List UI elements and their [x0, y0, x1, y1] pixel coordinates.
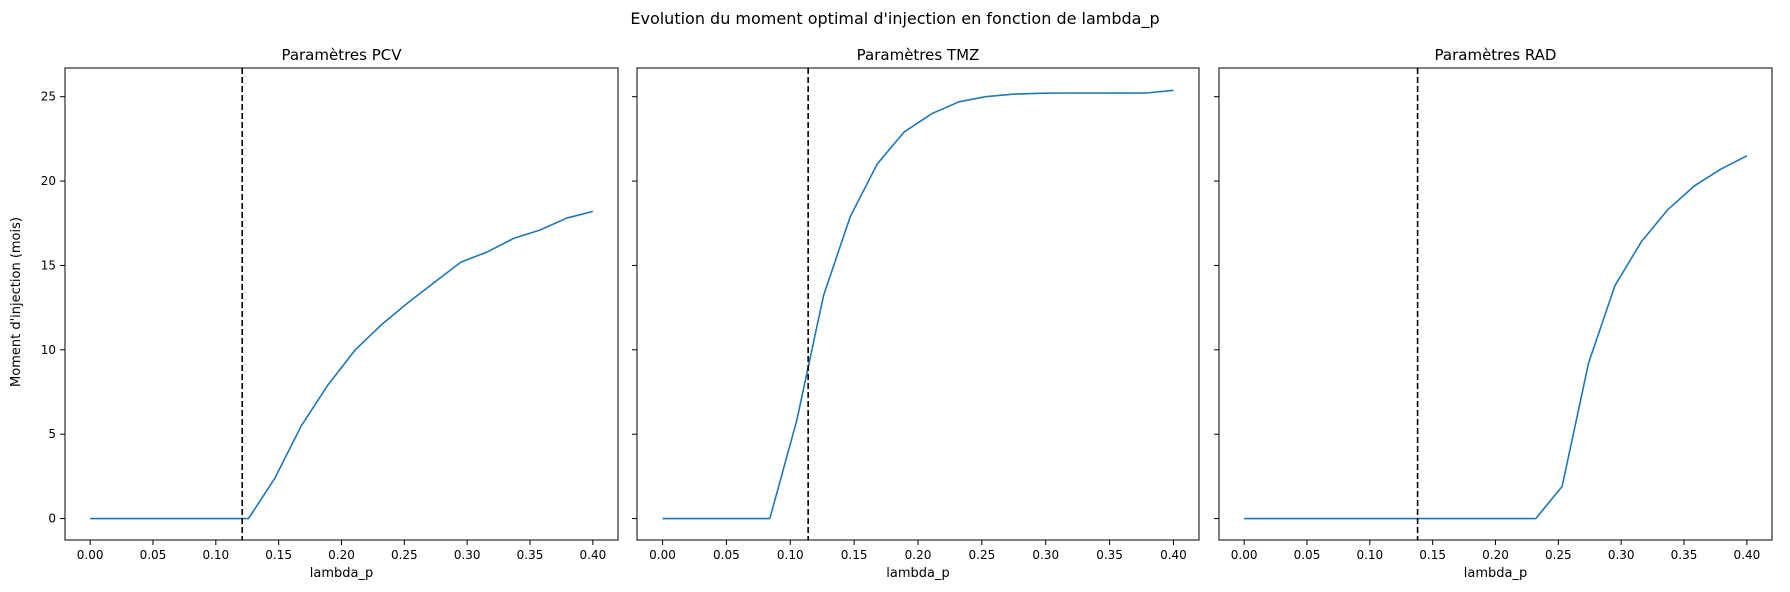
subplot-2: Paramètres TMZ 0.00 0.05 0.10 0.15 0.20 0.25 0.…: [632, 46, 1200, 581]
x-tick-label: 0.35: [1671, 548, 1698, 562]
x-tick-label: 0.15: [265, 548, 292, 562]
subplot-3: Paramètres RAD 0.00 0.05 0.10 0.15 0.20 0.25 0.…: [1214, 46, 1773, 581]
x-tick-label: 0.10: [202, 548, 229, 562]
x-tick-label: 0.40: [1734, 548, 1761, 562]
axes-frame: [636, 67, 1200, 541]
x-axis-label: lambda_p: [1464, 566, 1527, 581]
x-tick-label: 0.25: [1545, 548, 1572, 562]
x-tick-label: 0.30: [1608, 548, 1635, 562]
x-tick-label: 0.00: [1231, 548, 1258, 562]
subplots: Paramètres PCV 0.00 0.05 0.10 0.15 0.20 0.25 0.…: [41, 46, 1773, 581]
x-tick-label: 0.05: [713, 548, 740, 562]
x-tick-label: 0.20: [328, 548, 355, 562]
series-line: [90, 210, 594, 520]
y-tick-label: 20: [41, 174, 56, 188]
x-tick-label: 0.35: [1096, 548, 1123, 562]
y-tick-label: 25: [41, 90, 56, 104]
y-tick-label: 5: [48, 427, 56, 441]
subplot-title: Paramètres PCV: [281, 46, 402, 64]
x-tick-label: 0.20: [1482, 548, 1509, 562]
x-tick-label: 0.25: [969, 548, 996, 562]
x-tick-label: 0.10: [1356, 548, 1383, 562]
x-tick-label: 0.25: [391, 548, 418, 562]
x-tick-label: 0.40: [1160, 548, 1187, 562]
series-line: [662, 89, 1174, 520]
x-tick-label: 0.35: [517, 548, 544, 562]
y-tick-label: 0: [48, 512, 56, 526]
subplot-1: Paramètres PCV 0.00 0.05 0.10 0.15 0.20 0.25 0.…: [41, 46, 619, 581]
x-tick-label: 0.30: [454, 548, 481, 562]
x-axis-label: lambda_p: [886, 566, 949, 581]
y-tick-label: 15: [41, 258, 56, 272]
series-line: [1244, 155, 1748, 520]
x-tick-label: 0.05: [140, 548, 167, 562]
subplot-title: Paramètres RAD: [1435, 46, 1557, 64]
x-axis-label: lambda_p: [310, 566, 373, 581]
x-tick-label: 0.05: [1294, 548, 1321, 562]
x-tick-label: 0.40: [580, 548, 607, 562]
axes-frame: [64, 67, 619, 541]
x-tick-label: 0.10: [777, 548, 804, 562]
x-tick-label: 0.00: [649, 548, 676, 562]
x-tick-label: 0.30: [1032, 548, 1059, 562]
x-tick-label: 0.00: [77, 548, 104, 562]
y-axis-label: Moment d'injection (mois): [9, 217, 24, 387]
subplot-title: Paramètres TMZ: [857, 46, 980, 64]
x-tick-label: 0.15: [841, 548, 868, 562]
x-tick-label: 0.20: [905, 548, 932, 562]
x-tick-label: 0.15: [1419, 548, 1446, 562]
figure-suptitle: Evolution du moment optimal d'injection …: [630, 9, 1159, 29]
y-tick-label: 10: [41, 343, 56, 357]
axes-frame: [1218, 67, 1773, 541]
